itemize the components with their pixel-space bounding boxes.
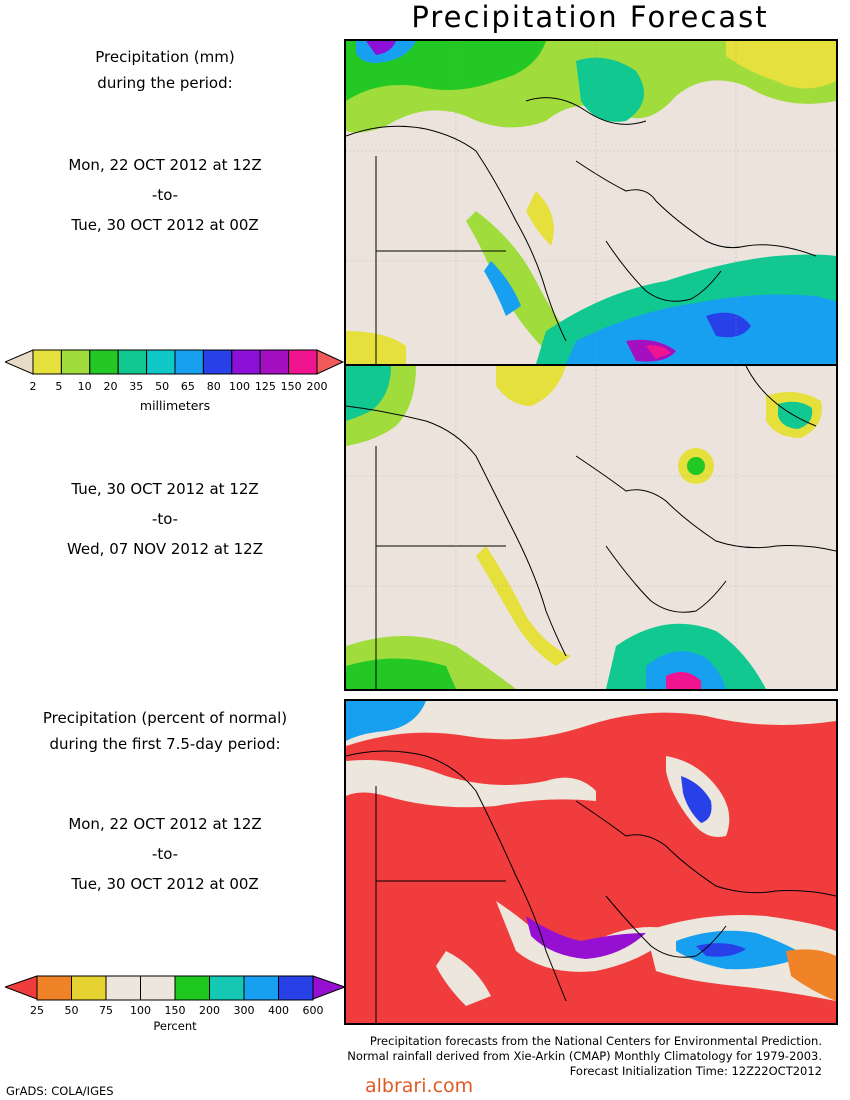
- colorbar-mm-tick-label: 35: [129, 380, 144, 393]
- grads-credit: GrADS: COLA/IGES: [6, 1084, 114, 1098]
- colorbar-mm-cell: [259, 349, 290, 375]
- footer-line3: Forecast Initialization Time: 12Z22OCT20…: [569, 1064, 822, 1078]
- panel2-date-to: Wed, 07 NOV 2012 at 12Z: [66, 540, 264, 558]
- colorbar-mm-cell: [288, 349, 318, 375]
- footer-notes: Precipitation forecasts from the Nationa…: [347, 1034, 822, 1079]
- colorbar-mm-cell: [202, 349, 233, 375]
- colorbar-mm-tick-label: 20: [103, 380, 118, 393]
- panel1-heading: Precipitation (mm) during the period:: [0, 44, 330, 96]
- colorbar-pct-cell: [278, 975, 314, 1001]
- colorbar-pct-cell: [36, 975, 72, 1001]
- colorbar-mm-tick-label: 65: [180, 380, 195, 393]
- colorbar-mm-cell: [32, 349, 62, 375]
- panel1-heading-line2: during the period:: [97, 74, 233, 92]
- panel1-date-from: Mon, 22 OCT 2012 at 12Z: [68, 156, 262, 174]
- map-panel-percent-normal: [344, 699, 838, 1025]
- colorbar-mm-tick-label: 2: [29, 380, 37, 393]
- colorbar-pct-high-arrow: [312, 975, 345, 1000]
- colorbar-pct-tick-label: 75: [99, 1004, 113, 1017]
- colorbar-pct-tick-label: 25: [30, 1004, 44, 1017]
- panel1-date-sep: -to-: [151, 186, 179, 204]
- panel1-heading-line1: Precipitation (mm): [95, 48, 235, 66]
- panel3-heading-line2: during the first 7.5-day period:: [49, 735, 281, 753]
- colorbar-pct-cell: [209, 975, 245, 1001]
- page-title: Precipitation Forecast: [411, 0, 769, 34]
- colorbar-pct-cell: [140, 975, 176, 1001]
- colorbar-mm-tick-label: 5: [55, 380, 63, 393]
- colorbar-pct: [5, 975, 345, 1001]
- panel2-date-sep: -to-: [151, 510, 179, 528]
- colorbar-mm-cell: [174, 349, 204, 375]
- panel3-dates: Mon, 22 OCT 2012 at 12Z -to- Tue, 30 OCT…: [0, 809, 330, 899]
- panel1-dates: Mon, 22 OCT 2012 at 12Z -to- Tue, 30 OCT…: [0, 150, 330, 240]
- colorbar-mm-tick-label: 10: [77, 380, 92, 393]
- colorbar-mm-tick-label: 50: [155, 380, 170, 393]
- colorbar-mm-tick-label: 80: [206, 380, 221, 393]
- colorbar-mm-high-arrow: [316, 349, 345, 375]
- watermark-link[interactable]: albrari.com: [365, 1075, 474, 1097]
- colorbar-mm: [5, 349, 345, 375]
- colorbar-pct-cell: [174, 975, 210, 1001]
- colorbar-pct-tick-label: 400: [268, 1004, 289, 1017]
- colorbar-mm-tick-label: 125: [254, 380, 276, 393]
- colorbar-mm-low-arrow: [5, 349, 34, 375]
- colorbar-mm-tick-label: 200: [306, 380, 328, 393]
- panel2-date-from: Tue, 30 OCT 2012 at 12Z: [71, 480, 259, 498]
- colorbar-pct-tick-label: 150: [164, 1004, 186, 1017]
- colorbar-pct-cell: [71, 975, 107, 1001]
- colorbar-mm-tick-label: 150: [280, 380, 302, 393]
- panel3-date-from: Mon, 22 OCT 2012 at 12Z: [68, 815, 262, 833]
- panel3-heading-line1: Precipitation (percent of normal): [42, 709, 288, 727]
- map-panel-mm-week2: [344, 364, 838, 691]
- colorbar-pct-tick-label: 600: [302, 1004, 324, 1017]
- map-panel-mm-week1: [344, 39, 838, 366]
- colorbar-pct-cell: [105, 975, 141, 1001]
- colorbar-pct-cell: [243, 975, 279, 1001]
- colorbar-pct-tick-label: 50: [64, 1004, 79, 1017]
- colorbar-mm-cell: [117, 349, 148, 375]
- panel3-heading: Precipitation (percent of normal) during…: [0, 705, 330, 757]
- colorbar-mm-cell: [60, 349, 91, 375]
- colorbar-mm-tick-label: 100: [229, 380, 251, 393]
- panel2-dates: Tue, 30 OCT 2012 at 12Z -to- Wed, 07 NOV…: [0, 474, 330, 564]
- colorbar-mm-cell: [89, 349, 119, 375]
- colorbar-pct-ticks: 25 50 75 100 150 200 300 400 600: [5, 1004, 345, 1018]
- colorbar-mm-ticks: 2 5 10 20 35 50 65 80 100 125 150 200: [5, 380, 345, 394]
- colorbar-pct-tick-label: 100: [130, 1004, 151, 1017]
- panel3-date-to: Tue, 30 OCT 2012 at 00Z: [71, 875, 259, 893]
- colorbar-mm-cell: [231, 349, 261, 375]
- colorbar-mm-cell: [146, 349, 176, 375]
- colorbar-pct-tick-label: 300: [233, 1004, 255, 1017]
- footer-line1: Precipitation forecasts from the Nationa…: [369, 1034, 822, 1048]
- colorbar-pct-unit: Percent: [153, 1019, 197, 1033]
- panel3-date-sep: -to-: [151, 845, 179, 863]
- colorbar-pct-low-arrow: [5, 975, 38, 1000]
- footer-line2: Normal rainfall derived from Xie-Arkin (…: [347, 1049, 822, 1063]
- panel1-date-to: Tue, 30 OCT 2012 at 00Z: [71, 216, 259, 234]
- colorbar-pct-tick-label: 200: [199, 1004, 220, 1017]
- colorbar-mm-unit: millimeters: [139, 398, 211, 413]
